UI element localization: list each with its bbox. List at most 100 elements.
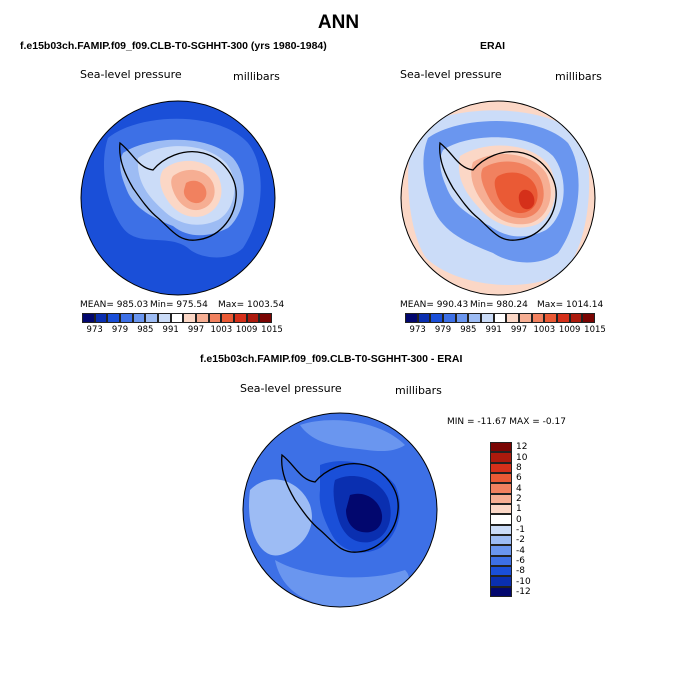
colorbar-tick-label: 973 bbox=[86, 325, 103, 335]
panel-3-map bbox=[242, 412, 438, 608]
colorbar-swatch bbox=[490, 565, 512, 577]
colorbar-swatch bbox=[490, 483, 512, 494]
colorbar-tick-label: 4 bbox=[516, 483, 522, 494]
colorbar-tick-label: -6 bbox=[516, 555, 525, 566]
panel-2-mean: MEAN= 990.43 bbox=[400, 300, 469, 310]
colorbar-tick-label: 1015 bbox=[261, 325, 283, 335]
colorbar-swatch bbox=[417, 313, 431, 323]
colorbar-swatch bbox=[490, 514, 512, 525]
panel-1-coastline bbox=[119, 141, 237, 241]
colorbar-tick-label: 2 bbox=[516, 493, 522, 504]
panel-2-title: ERAI bbox=[480, 40, 506, 52]
colorbar-swatch bbox=[490, 472, 512, 484]
panel-1-band-6 bbox=[183, 180, 207, 204]
panel-3-field bbox=[243, 413, 437, 607]
colorbar-swatch bbox=[196, 313, 209, 323]
panel-1-title: f.e15b03ch.FAMIP.f09_f09.CLB-T0-SGHHT-30… bbox=[20, 40, 327, 52]
colorbar-swatch bbox=[94, 313, 108, 323]
panel-1-max: Max= 1003.54 bbox=[218, 300, 285, 310]
colorbar-swatch bbox=[490, 524, 512, 535]
colorbar-swatch bbox=[519, 313, 532, 323]
panel-2-map-border bbox=[400, 100, 596, 296]
colorbar-swatch bbox=[120, 313, 133, 323]
colorbar-tick-label: -4 bbox=[516, 545, 525, 556]
panel-2-field-label: Sea-level pressure bbox=[400, 68, 502, 81]
panel-3-map-border bbox=[242, 412, 438, 608]
panel-1-map-border bbox=[80, 100, 276, 296]
colorbar-swatch bbox=[259, 313, 273, 323]
colorbar-swatch bbox=[490, 503, 512, 515]
colorbar-swatch bbox=[490, 576, 512, 587]
panel-3-field-label: Sea-level pressure bbox=[240, 382, 342, 395]
colorbar-swatch bbox=[582, 313, 596, 323]
panel-3-colorbar bbox=[490, 442, 512, 597]
colorbar-tick-label: 1003 bbox=[210, 325, 233, 335]
colorbar-swatch bbox=[246, 313, 260, 323]
colorbar-swatch bbox=[506, 313, 520, 323]
colorbar-tick-label: 1015 bbox=[584, 325, 606, 335]
panel-1-map bbox=[80, 100, 276, 296]
colorbar-tick-label: -12 bbox=[516, 586, 531, 597]
colorbar-swatch bbox=[569, 313, 583, 323]
colorbar-swatch bbox=[468, 313, 482, 323]
colorbar-tick-label: 985 bbox=[137, 325, 154, 335]
colorbar-swatch bbox=[221, 313, 235, 323]
panel-3-colorbar-ticks: 12 10 8 6 4 2 1 0 -1 -2 -4 -6 -8 -10 -12 bbox=[516, 442, 556, 597]
colorbar-swatch bbox=[132, 313, 146, 323]
panel-3-band-2 bbox=[300, 420, 405, 452]
colorbar-swatch bbox=[490, 555, 512, 566]
colorbar-swatch bbox=[490, 545, 512, 556]
colorbar-swatch bbox=[490, 493, 512, 504]
panel-3-minmax: MIN = -11.67 MAX = -0.17 bbox=[447, 417, 566, 427]
figure-title: ANN bbox=[317, 12, 360, 33]
colorbar-tick-label: 10 bbox=[516, 452, 528, 463]
colorbar-tick-label: -1 bbox=[516, 524, 525, 535]
panel-3-coastline bbox=[281, 453, 399, 553]
colorbar-tick-label: 8 bbox=[516, 462, 522, 473]
colorbar-tick-label: 985 bbox=[460, 325, 477, 335]
colorbar-swatch bbox=[490, 442, 512, 453]
colorbar-swatch bbox=[531, 313, 545, 323]
colorbar-swatch bbox=[493, 313, 507, 323]
colorbar-swatch bbox=[557, 313, 570, 323]
colorbar-tick-label: 12 bbox=[516, 442, 528, 453]
colorbar-tick-label: 1009 bbox=[235, 325, 258, 335]
panel-3-units-label: millibars bbox=[395, 384, 442, 397]
colorbar-tick-label: 997 bbox=[510, 325, 528, 335]
colorbar-tick-label: 1009 bbox=[558, 325, 581, 335]
panel-2-min: Min= 980.24 bbox=[470, 300, 528, 310]
colorbar-swatch bbox=[490, 586, 512, 597]
panel-2-max: Max= 1014.14 bbox=[537, 300, 604, 310]
colorbar-tick-label: -10 bbox=[516, 576, 531, 587]
colorbar-tick-label: 991 bbox=[162, 325, 179, 335]
colorbar-swatch bbox=[183, 313, 197, 323]
panel-1-colorbar-ticks: 973 979 985 991 997 1003 1009 1015 bbox=[82, 325, 283, 337]
panel-2-field bbox=[401, 101, 595, 295]
colorbar-swatch bbox=[490, 534, 512, 546]
colorbar-swatch bbox=[234, 313, 247, 323]
colorbar-tick-label: 979 bbox=[111, 325, 129, 335]
panel-3-band-6 bbox=[346, 493, 383, 533]
panel-3-band-1 bbox=[249, 479, 312, 556]
colorbar-tick-label: 991 bbox=[485, 325, 502, 335]
colorbar-tick-label: 997 bbox=[187, 325, 205, 335]
colorbar-tick-label: 1 bbox=[516, 504, 522, 515]
panel-2-band-8 bbox=[518, 189, 535, 210]
panel-2-units-label: millibars bbox=[555, 70, 602, 83]
colorbar-tick-label: 0 bbox=[516, 514, 522, 525]
panel-1-min: Min= 975.54 bbox=[150, 300, 208, 310]
colorbar-swatch bbox=[405, 313, 418, 323]
colorbar-swatch bbox=[82, 313, 95, 323]
panel-1-units-label: millibars bbox=[233, 70, 280, 83]
colorbar-swatch bbox=[481, 313, 494, 323]
panel-1-mean: MEAN= 985.03 bbox=[80, 300, 149, 310]
colorbar-swatch bbox=[430, 313, 444, 323]
colorbar-tick-label: 979 bbox=[434, 325, 452, 335]
panel-1-field bbox=[81, 101, 275, 295]
panel-1-colorbar bbox=[82, 313, 273, 323]
colorbar-swatch bbox=[443, 313, 456, 323]
colorbar-swatch bbox=[490, 452, 512, 463]
panel-2-colorbar-ticks: 973 979 985 991 997 1003 1009 1015 bbox=[405, 325, 606, 337]
panel-2-map bbox=[400, 100, 596, 296]
colorbar-swatch bbox=[544, 313, 558, 323]
